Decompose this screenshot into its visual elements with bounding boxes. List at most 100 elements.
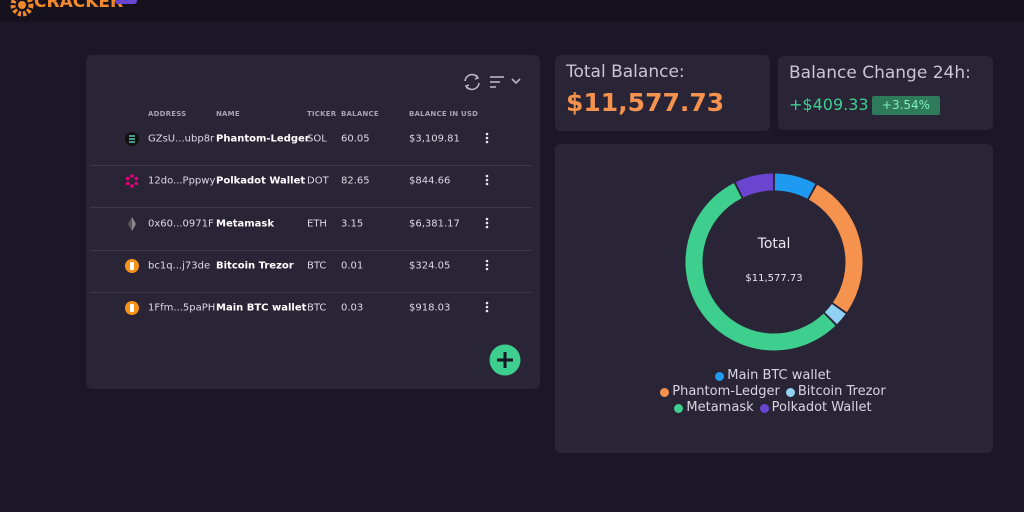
total-balance-value: $11,577.73: [566, 88, 725, 117]
row-separator: [90, 291, 532, 293]
legend-item: Metamask: [674, 400, 754, 416]
wallet-table: [86, 55, 540, 389]
menu-dot: [485, 174, 489, 178]
icon: [125, 176, 130, 181]
wallet-icon: [125, 301, 139, 316]
cell-address: bc1q...j73de: [148, 260, 211, 272]
balance-change-label: Balance Change 24h:: [789, 63, 971, 83]
legend: Main BTC wallet Phantom-Ledger Bitcoin Tre…: [650, 368, 896, 416]
donut-segment: [808, 184, 863, 313]
add-wallet-button[interactable]: [489, 344, 522, 377]
wallet-icon: [128, 216, 136, 231]
cell-balance-usd: $918.03: [409, 302, 451, 314]
toolbar: [464, 73, 521, 91]
cell-ticker: BTC: [307, 302, 327, 314]
cell-balance-usd: $324.05: [409, 260, 451, 272]
cell-balance-usd: $6,381.17: [409, 218, 460, 230]
legend-item: Polkadot Wallet: [759, 400, 872, 416]
menu-dot: [485, 267, 489, 271]
menu-dot: [485, 132, 489, 136]
center-label: Total: [757, 236, 791, 252]
icon: [134, 176, 139, 181]
cell-ticker: SOL: [307, 133, 327, 145]
donut-segment: [735, 173, 774, 198]
column-header: NAME: [216, 110, 240, 118]
cell-balance: 0.01: [341, 260, 364, 272]
sort-button[interactable]: [490, 76, 521, 88]
row-separator: [90, 207, 532, 209]
row-separator: [90, 165, 532, 166]
legend-item: Main BTC wallet: [715, 368, 831, 384]
legend-label: Bitcoin Trezor: [797, 384, 886, 399]
menu-dot: [485, 263, 489, 267]
badge: [115, 0, 137, 4]
top-bar: [0, 0, 1024, 22]
menu-dot: [485, 225, 489, 228]
column-header: ADDRESS: [148, 110, 187, 118]
cell-name: Bitcoin Trezor: [216, 260, 294, 272]
donut-segment: [774, 173, 816, 199]
row-menu-button[interactable]: [484, 217, 490, 229]
icon: [130, 304, 134, 313]
donut-segment: [685, 183, 836, 351]
cell-name: Phantom-Ledger: [216, 133, 310, 145]
legend-dot: [674, 403, 684, 413]
row-menu-button[interactable]: [484, 132, 490, 144]
cell-address: 0x60...0971F: [148, 218, 214, 230]
menu-dot: [485, 182, 489, 186]
total-balance-card: Total Balance: $11,577.73: [555, 55, 770, 131]
row-menu-button[interactable]: [484, 259, 490, 271]
cell-name: Polkadot Wallet: [216, 175, 306, 187]
menu-dot: [485, 178, 489, 182]
column-header: BALANCE IN USD: [409, 110, 479, 118]
row-menu-button[interactable]: [484, 174, 490, 186]
column-header: TICKER: [307, 110, 337, 118]
icon: [128, 216, 132, 231]
icon: [130, 261, 134, 270]
cell-name: Main BTC wallet: [216, 302, 307, 314]
menu-dot: [485, 301, 489, 305]
cell-balance: 3.15: [341, 218, 364, 230]
cell-ticker: ETH: [307, 218, 327, 230]
cell-name: Metamask: [216, 218, 275, 230]
cell-address: GZsU...ubp8r: [148, 133, 215, 145]
menu-dot: [485, 259, 489, 263]
wallet-icon: [125, 258, 139, 273]
legend-dot: [660, 387, 670, 397]
donut-chart: Total $11,577.73: [685, 173, 863, 351]
row-separator: [90, 249, 532, 251]
icon: [130, 184, 134, 189]
legend-dot: [785, 387, 795, 397]
legend-dot: [715, 371, 725, 381]
refresh-button[interactable]: [464, 73, 480, 91]
legend-label: Phantom-Ledger: [672, 384, 780, 399]
donut-card: [555, 144, 993, 453]
cell-balance: 60.05: [341, 133, 370, 145]
menu-dot: [485, 309, 489, 313]
legend-label: Metamask: [686, 400, 754, 415]
balance-change-value: +$409.33: [789, 95, 869, 114]
cell-balance-usd: $3,109.81: [409, 133, 460, 145]
menu-dot: [485, 140, 489, 144]
menu-dot: [485, 221, 489, 224]
cell-ticker: BTC: [307, 260, 327, 272]
cell-ticker: DOT: [307, 175, 329, 187]
cell-address: 1Ffm...5paPH: [148, 302, 216, 314]
column-header: BALANCE: [341, 110, 379, 118]
legend-label: Main BTC wallet: [727, 368, 831, 383]
legend-dot: [759, 403, 769, 413]
cell-balance: 0.03: [341, 302, 364, 314]
legend-item: Bitcoin Trezor: [785, 384, 886, 400]
wallet-icon: [125, 174, 139, 189]
menu-dot: [485, 305, 489, 309]
icon: [134, 181, 139, 186]
cell-balance: 82.65: [341, 175, 370, 187]
menu-dot: [485, 136, 489, 140]
center-value: $11,577.73: [745, 273, 802, 284]
icon: [130, 174, 134, 179]
logo: CRACKER: [34, 0, 124, 12]
row-menu-button[interactable]: [484, 301, 490, 313]
legend-item: Phantom-Ledger: [660, 384, 780, 400]
logo-icon: [10, 0, 34, 17]
